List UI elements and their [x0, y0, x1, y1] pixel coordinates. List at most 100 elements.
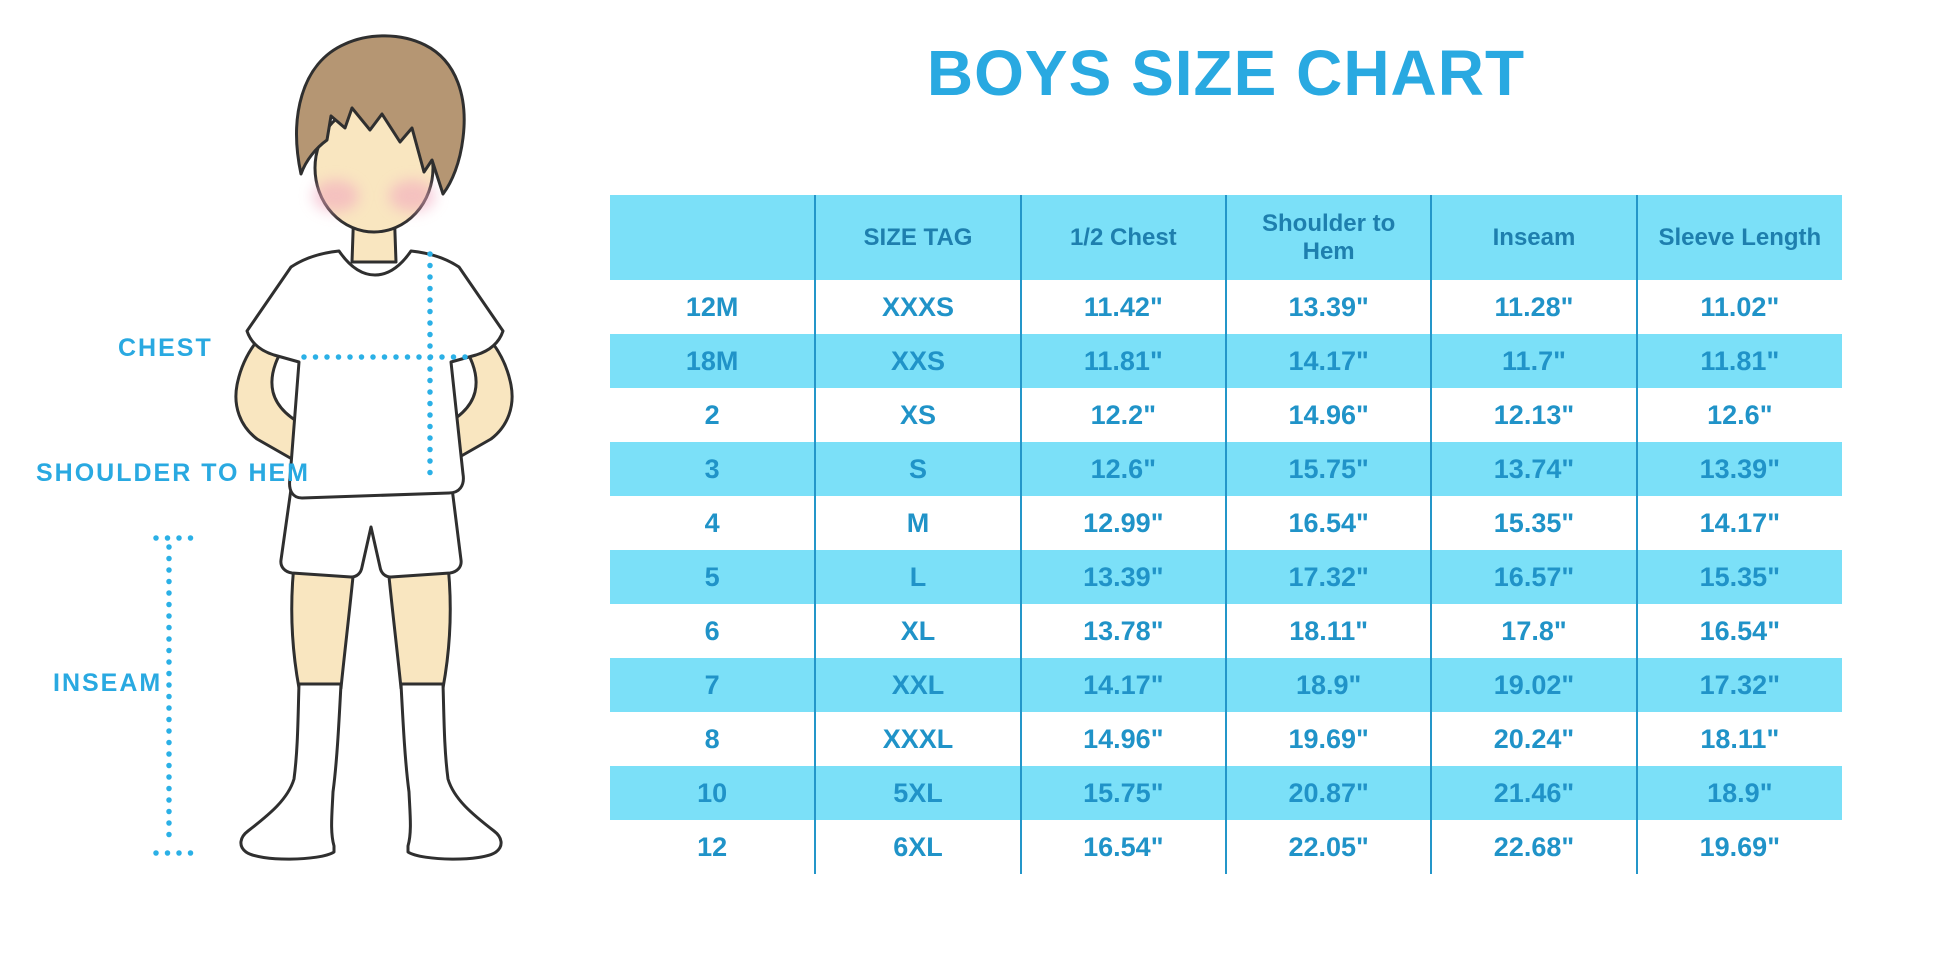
shorts — [279, 478, 463, 579]
measure-lines — [153, 251, 471, 856]
table-cell: 18.11" — [1635, 712, 1842, 766]
table-cell: 16.54" — [1635, 604, 1842, 658]
table-cell: 12.6" — [1635, 388, 1842, 442]
table-cell: 6 — [704, 615, 720, 646]
table-cell: XXS — [814, 334, 1021, 388]
table-cell: 15.35" — [1635, 550, 1842, 604]
table-cell: 11.81" — [1019, 334, 1226, 388]
column-header: 1/2 Chest — [1019, 195, 1226, 280]
table-cell: S — [814, 442, 1021, 496]
table-row: 4 M 12.99" 16.54" 15.35" 14.17" — [610, 496, 1842, 550]
table-row: 8 XXXL 14.96" 19.69" 20.24" 18.11" — [610, 712, 1842, 766]
table-cell: 5 — [704, 561, 720, 592]
table-cell: 14.17" — [1019, 658, 1226, 712]
table-cell: 12.99" — [1019, 496, 1226, 550]
table-row: 5 L 13.39" 17.32" 16.57" 15.35" — [610, 550, 1842, 604]
table-cell: 11.02" — [1635, 280, 1842, 334]
table-cell: XXL — [814, 658, 1021, 712]
table-cell: 7 — [704, 669, 720, 700]
column-header: Shoulder to Hem — [1224, 195, 1432, 280]
column-header — [610, 195, 816, 280]
column-header: Inseam — [1430, 195, 1637, 280]
table-row: 6 XL 13.78" 18.11" 17.8" 16.54" — [610, 604, 1842, 658]
table-cell: 13.39" — [1224, 280, 1432, 334]
cheek-left — [313, 180, 359, 212]
hair — [295, 34, 466, 196]
table-cell: 15.75" — [1019, 766, 1226, 820]
table-cell: 8 — [704, 723, 720, 754]
table-cell: 18.11" — [1224, 604, 1432, 658]
table-cell: 20.24" — [1430, 712, 1637, 766]
sock-right — [399, 682, 503, 861]
table-cell: 16.54" — [1019, 820, 1226, 874]
cheek-right — [389, 180, 435, 212]
table-cell: 17.8" — [1430, 604, 1637, 658]
table-cell: 22.05" — [1224, 820, 1432, 874]
table-cell: 11.81" — [1635, 334, 1842, 388]
table-row: 7 XXL 14.17" 18.9" 19.02" 17.32" — [610, 658, 1842, 712]
table-cell: 13.74" — [1430, 442, 1637, 496]
table-cell: 21.46" — [1430, 766, 1637, 820]
table-cell: 5XL — [814, 766, 1021, 820]
table-cell: L — [814, 550, 1021, 604]
table-cell: 19.69" — [1635, 820, 1842, 874]
table-cell: 22.68" — [1430, 820, 1637, 874]
table-cell: 12.13" — [1430, 388, 1637, 442]
table-cell: 14.17" — [1635, 496, 1842, 550]
table-cell: 3 — [704, 453, 720, 484]
table-cell: 2 — [704, 399, 720, 430]
table-cell: 12.6" — [1019, 442, 1226, 496]
table-row: 2 XS 12.2" 14.96" 12.13" 12.6" — [610, 388, 1842, 442]
table-cell: 19.69" — [1224, 712, 1432, 766]
table-cell: 15.35" — [1430, 496, 1637, 550]
table-cell: XS — [814, 388, 1021, 442]
table-cell: 19.02" — [1430, 658, 1637, 712]
table-cell: 16.54" — [1224, 496, 1432, 550]
table-row: 12 6XL 16.54" 22.05" 22.68" 19.69" — [610, 820, 1842, 874]
sock-left — [239, 682, 343, 861]
table-cell: 14.17" — [1224, 334, 1432, 388]
table-cell: 4 — [704, 507, 720, 538]
table-cell: 13.78" — [1019, 604, 1226, 658]
table-cell: 10 — [697, 777, 728, 808]
table-cell: 20.87" — [1224, 766, 1432, 820]
table-cell: 11.28" — [1430, 280, 1637, 334]
table-cell: 11.42" — [1019, 280, 1226, 334]
table-row: 12M XXXS 11.42" 13.39" 11.28" 11.02" — [610, 280, 1842, 334]
table-cell: 14.96" — [1019, 712, 1226, 766]
size-table-grid: SIZE TAG 1/2 Chest Shoulder to Hem Inseam Sl… — [610, 195, 1842, 874]
size-table: SIZE TAG 1/2 Chest Shoulder to Hem Inseam Sl… — [610, 195, 1842, 874]
table-cell: 18.9" — [1224, 658, 1432, 712]
boy-illustration — [153, 34, 514, 861]
chest-label: CHEST — [118, 334, 213, 362]
table-cell: 18.9" — [1635, 766, 1842, 820]
table-cell: 13.39" — [1635, 442, 1842, 496]
table-cell: 12 — [697, 831, 728, 862]
table-row: 3 S 12.6" 15.75" 13.74" 13.39" — [610, 442, 1842, 496]
column-header: Sleeve Length — [1635, 195, 1842, 280]
table-cell: XL — [814, 604, 1021, 658]
table-row: 10 5XL 15.75" 20.87" 21.46" 18.9" — [610, 766, 1842, 820]
table-cell: 13.39" — [1019, 550, 1226, 604]
table-cell: 15.75" — [1224, 442, 1432, 496]
table-cell: M — [814, 496, 1021, 550]
table-cell: 16.57" — [1430, 550, 1637, 604]
inseam-label: INSEAM — [53, 669, 163, 697]
table-cell: 14.96" — [1224, 388, 1432, 442]
table-cell: 18M — [685, 345, 739, 376]
page-title: BOYS SIZE CHART — [926, 37, 1526, 109]
table-cell: XXXS — [814, 280, 1021, 334]
table-cell: 12.2" — [1019, 388, 1226, 442]
table-cell: 17.32" — [1635, 658, 1842, 712]
table-cell: XXXL — [814, 712, 1021, 766]
shirt — [245, 249, 505, 500]
table-cell: 12M — [685, 291, 739, 322]
table-row: 18M XXS 11.81" 14.17" 11.7" 11.81" — [610, 334, 1842, 388]
table-cell: 11.7" — [1430, 334, 1637, 388]
header-row: SIZE TAG 1/2 Chest Shoulder to Hem Inseam Sl… — [610, 195, 1842, 280]
column-header: SIZE TAG — [814, 195, 1021, 280]
shoulder-to-hem-label: SHOULDER TO HEM — [36, 459, 310, 487]
table-cell: 17.32" — [1224, 550, 1432, 604]
table-cell: 6XL — [814, 820, 1021, 874]
